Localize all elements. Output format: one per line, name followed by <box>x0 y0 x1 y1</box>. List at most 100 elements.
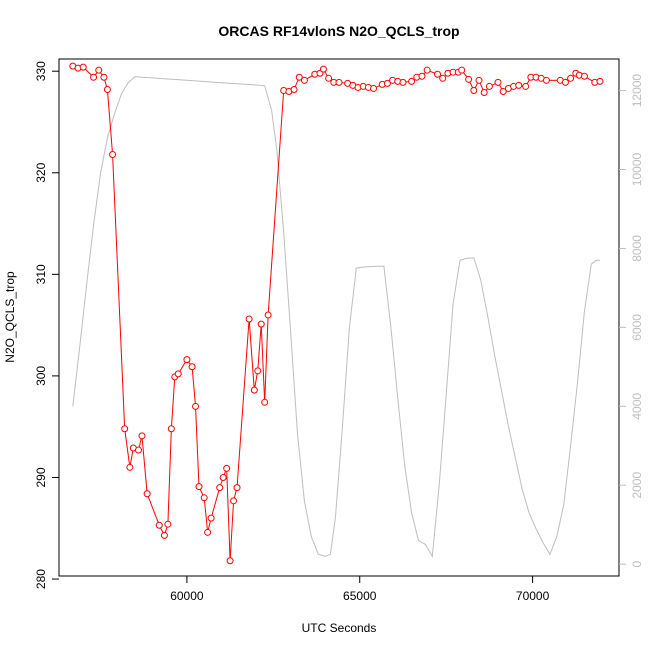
y-tick-label: 320 <box>34 162 48 182</box>
y2-tick-label: 10000 <box>630 152 644 186</box>
y2-tick-label: 12000 <box>630 74 644 108</box>
data-point <box>434 70 442 78</box>
main-series-segment <box>264 314 269 403</box>
main-series-segment <box>248 318 255 391</box>
data-point <box>230 497 238 505</box>
data-point <box>261 398 269 406</box>
data-point <box>183 356 191 364</box>
data-point <box>335 78 343 86</box>
data-point <box>100 73 108 81</box>
data-point <box>126 463 134 471</box>
main-series-segment <box>267 90 285 315</box>
data-point <box>254 367 262 375</box>
main-series-segment <box>170 376 176 429</box>
data-point <box>383 79 391 87</box>
data-point <box>264 311 272 319</box>
data-point <box>135 446 143 454</box>
data-point <box>408 77 416 85</box>
x-tick-label: 65000 <box>343 589 377 603</box>
data-point <box>207 514 215 522</box>
main-series-segment <box>191 366 197 407</box>
data-point <box>465 75 473 83</box>
secondary-series <box>72 76 600 558</box>
x-axis-label: UTC Seconds <box>302 621 377 635</box>
data-point <box>423 66 431 74</box>
y-tick-label: 290 <box>34 467 48 487</box>
main-series-segment <box>124 428 131 468</box>
main-series-segment <box>260 324 266 403</box>
main-series-segment <box>167 428 172 525</box>
main-series-segment <box>229 500 235 561</box>
x-tick-label: 70000 <box>516 589 550 603</box>
data-point <box>138 432 146 440</box>
main-series-segment <box>195 406 200 487</box>
data-point <box>204 528 212 536</box>
main-series-segment <box>257 324 262 371</box>
data-point <box>295 73 303 81</box>
data-point <box>167 425 175 433</box>
data-point <box>226 557 234 565</box>
data-point <box>475 76 483 84</box>
data-point <box>257 320 265 328</box>
data-point <box>121 425 129 433</box>
main-series-segment <box>226 468 231 561</box>
y2-tick-label: 4000 <box>630 393 644 420</box>
data-point <box>192 402 200 410</box>
data-point <box>155 521 163 529</box>
main-series-segment <box>141 435 148 494</box>
chart-title: ORCAS RF14vlonS N2O_QCLS_trop <box>218 23 459 39</box>
data-point <box>542 76 550 84</box>
data-point <box>90 73 98 81</box>
y2-tick-label: 0 <box>630 561 644 568</box>
plot-frame <box>58 58 620 577</box>
main-series-segment <box>112 154 126 429</box>
y-axis-right: 0 2000 4000 6000 8000 10000 12000 <box>619 74 644 568</box>
y-tick-label: 300 <box>34 366 48 386</box>
data-point <box>143 490 151 498</box>
y-axis-label: N2O_QCLS_trop <box>3 271 17 363</box>
data-point <box>494 78 502 86</box>
data-point <box>223 464 231 472</box>
y-tick-label: 330 <box>34 61 48 81</box>
data-point <box>567 74 575 82</box>
data-point <box>439 74 447 82</box>
data-point <box>470 86 478 94</box>
data-point <box>319 65 327 73</box>
y2-tick-label: 6000 <box>630 314 644 341</box>
data-point <box>245 315 253 323</box>
data-point <box>485 82 493 90</box>
data-point <box>300 76 308 84</box>
data-point <box>499 88 507 96</box>
data-point <box>325 74 333 82</box>
data-point <box>370 84 378 92</box>
main-series-segment <box>210 487 221 519</box>
x-tick-label: 60000 <box>170 589 204 603</box>
data-point <box>561 78 569 86</box>
main-series-segment <box>106 89 114 155</box>
data-point <box>160 531 168 539</box>
data-point <box>458 66 466 74</box>
y2-tick-label: 2000 <box>630 472 644 499</box>
data-point <box>515 81 523 89</box>
data-point <box>399 78 407 86</box>
y2-tick-label: 8000 <box>630 235 644 262</box>
y-axis-left: 280 290 300 310 320 330 <box>34 61 59 589</box>
data-point <box>480 89 488 97</box>
data-point <box>164 520 172 528</box>
data-point <box>250 386 258 394</box>
secondary-series-line <box>72 76 600 558</box>
data-point <box>418 72 426 80</box>
data-point <box>188 363 196 371</box>
main-series-segment <box>203 497 209 533</box>
data-point <box>103 85 111 93</box>
data-point <box>109 150 117 158</box>
data-point <box>522 82 530 90</box>
data-point <box>200 494 208 502</box>
data-point <box>233 484 241 492</box>
data-point <box>216 484 224 492</box>
y-tick-label: 280 <box>34 569 48 589</box>
main-series-segment <box>146 493 160 526</box>
x-axis: 60000 65000 70000 <box>170 576 550 603</box>
data-point <box>596 77 604 85</box>
data-point <box>79 63 87 71</box>
